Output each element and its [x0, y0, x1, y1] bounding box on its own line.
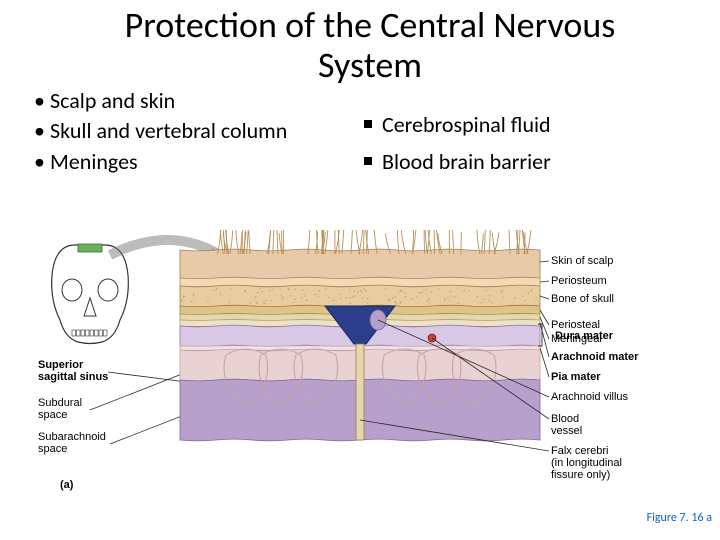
svg-text:Falx cerebri: Falx cerebri	[551, 445, 608, 457]
left-bullet-list: Scalp and skin Skull and vertebral colum…	[30, 88, 340, 175]
meninges-diagram: Superiorsagittal sinusSubduralspaceSubar…	[30, 230, 690, 510]
list-item: Cerebrospinal fluid	[360, 110, 690, 141]
svg-text:Blood: Blood	[551, 413, 579, 425]
svg-text:(a): (a)	[60, 479, 74, 491]
svg-text:Bone of skull: Bone of skull	[551, 293, 614, 305]
svg-text:sagittal sinus: sagittal sinus	[38, 371, 108, 383]
svg-text:Dura mater: Dura mater	[555, 330, 614, 342]
right-bullet-list: Cerebrospinal fluid Blood brain barrier	[360, 110, 690, 178]
page-title: Protection of the Central Nervous System	[70, 6, 670, 85]
svg-text:(in longitudinal: (in longitudinal	[551, 457, 622, 469]
svg-text:Skin of scalp: Skin of scalp	[551, 255, 613, 267]
svg-text:space: space	[38, 443, 67, 455]
figure-container: Superiorsagittal sinusSubduralspaceSubar…	[30, 230, 690, 510]
left-column: Scalp and skin Skull and vertebral colum…	[30, 88, 340, 179]
layer-block	[180, 230, 541, 441]
right-column: Cerebrospinal fluid Blood brain barrier	[360, 110, 690, 184]
svg-text:Subdural: Subdural	[38, 397, 82, 409]
list-item: Scalp and skin	[30, 88, 340, 114]
list-item: Skull and vertebral column	[30, 118, 340, 144]
svg-text:Periosteum: Periosteum	[551, 275, 607, 287]
svg-text:Subarachnoid: Subarachnoid	[38, 431, 106, 443]
list-item: Meninges	[30, 149, 340, 175]
svg-text:Superior: Superior	[38, 359, 84, 371]
svg-text:Pia mater: Pia mater	[551, 371, 601, 383]
svg-text:fissure only): fissure only)	[551, 469, 610, 481]
figure-caption: Figure 7. 16 a	[647, 511, 712, 525]
svg-text:vessel: vessel	[551, 425, 582, 437]
svg-text:Arachnoid villus: Arachnoid villus	[551, 391, 629, 403]
list-item: Blood brain barrier	[360, 147, 690, 178]
svg-text:space: space	[38, 409, 67, 421]
svg-text:Arachnoid mater: Arachnoid mater	[551, 351, 639, 363]
